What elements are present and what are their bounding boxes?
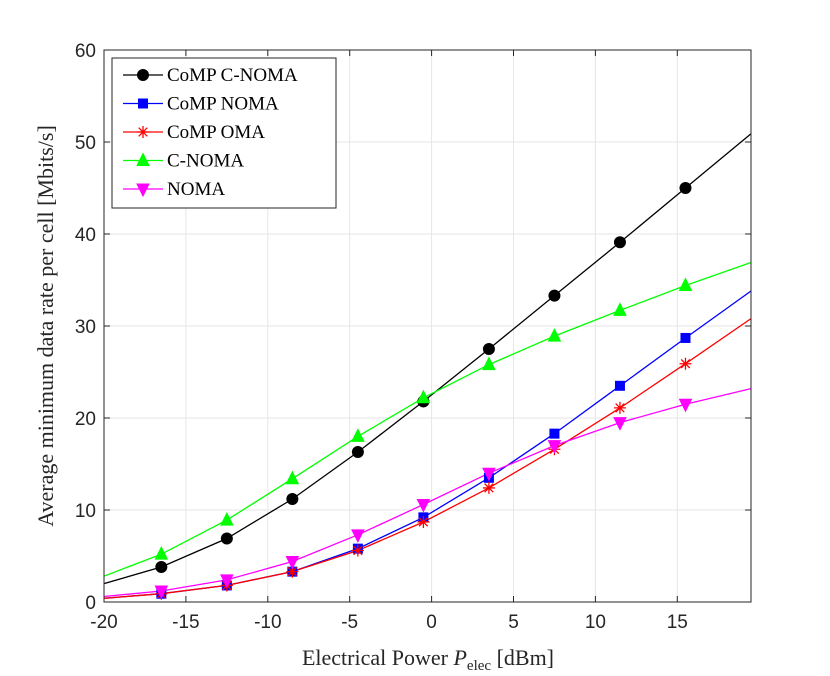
x-tick-label: -15 — [172, 612, 199, 633]
data-point-comp-oma — [613, 401, 626, 414]
series-markers — [154, 182, 693, 600]
x-axis-label: Electrical Power Pelec [dBm] — [302, 645, 554, 674]
legend-marker-c-noma — [136, 152, 150, 166]
x-axis-label-subscript: elec — [467, 658, 491, 674]
data-point-noma — [285, 556, 300, 570]
data-point-comp-c-noma — [679, 182, 692, 194]
data-point-noma — [547, 440, 562, 454]
x-tick-label: 10 — [585, 612, 606, 633]
data-point-noma — [613, 417, 627, 431]
legend-label-noma: NOMA — [167, 179, 225, 200]
data-point-c-noma — [613, 302, 627, 316]
x-tick-label: 0 — [426, 612, 437, 633]
data-point-c-noma — [482, 356, 496, 371]
data-point-c-noma — [285, 470, 300, 485]
data-point-comp-oma — [286, 565, 299, 578]
data-point-c-noma — [547, 328, 562, 342]
legend-marker-noma — [136, 183, 150, 198]
data-point-comp-oma — [417, 515, 430, 528]
data-point-noma — [351, 529, 365, 543]
legend-label-comp-c-noma: CoMP C-NOMA — [167, 65, 298, 86]
x-axis-tick-labels: -20 -15 -10 -5 0 5 10 15 — [90, 612, 688, 633]
axis-ticks — [103, 49, 751, 603]
legend-marker-comp-oma — [137, 126, 149, 138]
data-point-comp-c-noma — [613, 236, 626, 249]
y-tick-label: 40 — [75, 225, 96, 246]
data-point-comp-oma — [351, 544, 364, 557]
data-point-comp-c-noma — [220, 532, 233, 545]
data-point-comp-noma — [549, 428, 560, 439]
x-axis-label-unit: [dBm] — [491, 645, 554, 670]
legend: CoMP C-NOMA CoMP NOMA CoMP OMA C-NOMA NOMA — [111, 57, 337, 209]
y-axis-label: Average minimum data rate per cell [Mbit… — [33, 125, 58, 527]
x-axis-label-main: Electrical Power — [302, 645, 454, 670]
data-point-comp-oma — [482, 481, 495, 494]
y-axis-tick-labels: 0 10 20 30 40 50 60 — [75, 41, 96, 614]
data-point-comp-oma — [679, 357, 692, 370]
data-point-noma — [220, 574, 234, 589]
legend-marker-comp-c-noma — [137, 69, 149, 81]
x-tick-label: -20 — [90, 612, 117, 633]
data-point-noma — [482, 467, 496, 482]
grid-lines — [103, 49, 751, 603]
data-point-c-noma — [154, 546, 169, 560]
data-point-comp-c-noma — [482, 343, 495, 355]
data-point-c-noma — [416, 389, 431, 404]
x-tick-label: -10 — [254, 612, 281, 633]
x-tick-label: 15 — [667, 612, 688, 633]
data-point-comp-c-noma — [155, 561, 168, 574]
y-tick-label: 0 — [85, 593, 96, 614]
data-point-noma — [154, 585, 169, 600]
x-axis-label-variable: P — [452, 645, 466, 670]
y-tick-label: 60 — [75, 41, 96, 62]
x-tick-label: -5 — [341, 612, 358, 633]
data-point-c-noma — [220, 512, 234, 526]
y-tick-label: 30 — [75, 317, 96, 338]
x-tick-label: 5 — [508, 612, 519, 633]
data-point-comp-c-noma — [548, 289, 561, 302]
y-tick-label: 10 — [75, 501, 96, 522]
legend-label-c-noma: C-NOMA — [167, 151, 244, 172]
legend-items: CoMP C-NOMA CoMP NOMA CoMP OMA C-NOMA NOMA — [123, 65, 298, 200]
legend-label-comp-oma: CoMP OMA — [167, 122, 265, 143]
y-tick-label: 20 — [75, 409, 96, 430]
data-point-comp-noma — [614, 380, 625, 391]
legend-label-comp-noma: CoMP NOMA — [167, 94, 279, 115]
legend-box — [111, 57, 337, 209]
data-point-comp-c-noma — [351, 446, 364, 459]
data-point-comp-noma — [680, 332, 691, 343]
data-point-c-noma — [678, 277, 693, 292]
data-point-c-noma — [351, 428, 365, 442]
data-point-comp-c-noma — [286, 492, 299, 505]
data-point-noma — [678, 398, 693, 413]
data-point-noma — [416, 498, 431, 513]
legend-marker-comp-noma — [138, 98, 148, 109]
y-tick-label: 50 — [75, 133, 96, 154]
